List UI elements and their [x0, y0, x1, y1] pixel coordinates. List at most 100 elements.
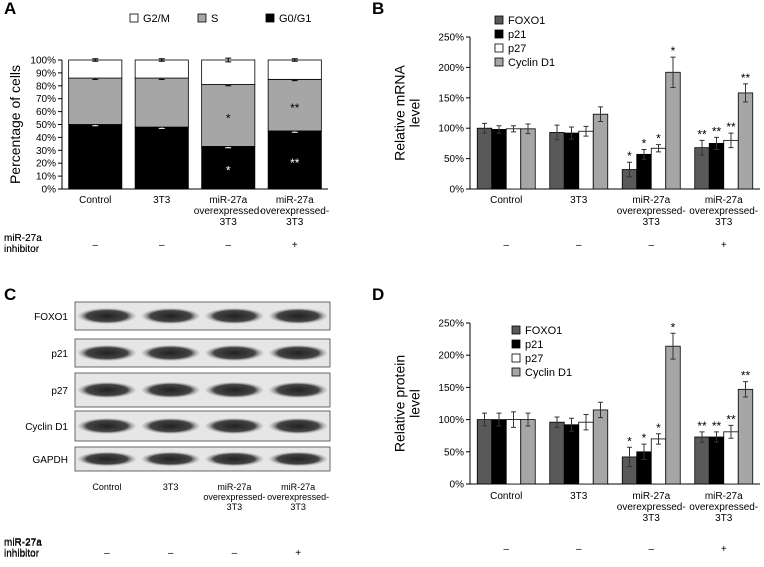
significance: ** — [741, 369, 751, 383]
significance: ** — [697, 419, 707, 433]
significance: ** — [726, 412, 736, 426]
bar — [520, 419, 536, 485]
inhibitor-value: + — [295, 548, 301, 559]
significance: * — [671, 44, 676, 58]
legend-swatch — [511, 339, 521, 349]
legend-label: Cyclin D1 — [525, 367, 572, 379]
error-bar — [728, 424, 734, 439]
y-axis-title: Percentage of cells — [7, 65, 23, 184]
error-bar — [728, 132, 734, 149]
bar — [505, 128, 522, 190]
y-tick-label: 200% — [438, 351, 464, 362]
y-tick-label: 50% — [444, 447, 464, 458]
bar — [708, 142, 725, 190]
y-tick-label: 10% — [36, 172, 56, 183]
error-bar — [511, 125, 516, 133]
significance: * — [656, 132, 661, 146]
x-tick-label: miR-27a overexpressed-3T3 — [194, 195, 263, 228]
error-bar — [714, 431, 719, 443]
y-axis-title: Relative proteinlevel — [391, 355, 422, 452]
error-bar — [627, 161, 632, 178]
blot-band — [205, 418, 264, 434]
significance: ** — [726, 120, 736, 134]
blot-band — [268, 345, 328, 361]
legend-swatch — [265, 13, 275, 23]
y-tick-label: 100% — [438, 124, 464, 135]
blot-band — [205, 345, 264, 361]
y-tick-label: 0% — [42, 185, 57, 196]
bar — [708, 436, 725, 485]
bar — [549, 421, 565, 485]
error-bar — [496, 412, 502, 427]
significance: ** — [741, 71, 751, 85]
legend-swatch — [494, 29, 504, 39]
error-bar — [525, 123, 531, 135]
bar-segment — [68, 124, 123, 190]
legend-swatch — [511, 353, 521, 363]
y-tick-label: 100% — [438, 415, 464, 426]
error-bar — [554, 416, 560, 428]
panel-label: D — [372, 285, 384, 304]
error-bar — [511, 411, 516, 428]
blot-column-label: 3T3 — [163, 482, 179, 492]
bar-segment — [201, 84, 256, 147]
significance: ** — [697, 127, 707, 141]
blot-row-label: GAPDH — [32, 455, 68, 466]
legend-label: FOXO1 — [508, 15, 545, 27]
bar-segment — [134, 77, 189, 128]
inhibitor-value: + — [721, 544, 727, 555]
error-bar — [627, 446, 632, 468]
y-tick-label: 250% — [438, 319, 464, 330]
inhibitor-value: + — [292, 240, 298, 251]
inhibitor-value: – — [225, 240, 231, 251]
inhibitor-value: – — [104, 548, 110, 559]
blot-band — [141, 308, 200, 324]
significance: * — [642, 431, 647, 445]
x-tick-label: 3T3 — [570, 491, 588, 502]
inhibitor-value: – — [159, 240, 165, 251]
y-tick-label: 50% — [36, 120, 56, 131]
y-tick-label: 150% — [438, 383, 464, 394]
bar — [578, 421, 594, 485]
blot-band — [77, 451, 137, 467]
legend-label: G2/M — [143, 13, 170, 25]
bar — [563, 424, 580, 485]
error-bar — [525, 412, 531, 427]
error-bar — [656, 144, 661, 153]
inhibitor-label: miR-27a inhibitor — [4, 538, 42, 560]
blot-band — [77, 418, 137, 434]
blot-band — [141, 418, 200, 434]
significance: ** — [712, 419, 722, 433]
legend-swatch — [494, 57, 504, 67]
blot-band — [205, 382, 264, 398]
error-bar — [743, 381, 748, 398]
y-tick-label: 200% — [438, 63, 464, 74]
bar — [563, 132, 580, 190]
inhibitor-label: miR-27a inhibitor — [4, 233, 42, 255]
blot-band — [268, 308, 328, 324]
error-bar — [699, 139, 705, 156]
x-tick-label: miR-27a overexpressed-3T3 — [689, 195, 758, 228]
significance: ** — [290, 156, 300, 170]
inhibitor-value: – — [92, 240, 98, 251]
x-tick-label: miR-27a overexpressed-3T3 — [617, 195, 686, 228]
bar — [694, 436, 710, 485]
error-bar — [641, 148, 647, 160]
x-tick-label: 3T3 — [570, 195, 588, 206]
y-tick-label: 30% — [36, 146, 56, 157]
bar-segment — [267, 59, 322, 80]
bar — [491, 419, 507, 485]
inhibitor-value: – — [168, 548, 174, 559]
significance: * — [656, 421, 661, 435]
error-bar — [699, 431, 705, 443]
y-tick-label: 150% — [438, 93, 464, 104]
inhibitor-value: + — [721, 240, 727, 251]
legend-swatch — [511, 367, 521, 377]
significance: * — [642, 136, 647, 150]
inhibitor-value: – — [503, 240, 509, 251]
bar — [665, 71, 681, 190]
error-bar — [641, 443, 647, 461]
legend-swatch — [129, 13, 139, 23]
bar-segment — [134, 59, 189, 79]
